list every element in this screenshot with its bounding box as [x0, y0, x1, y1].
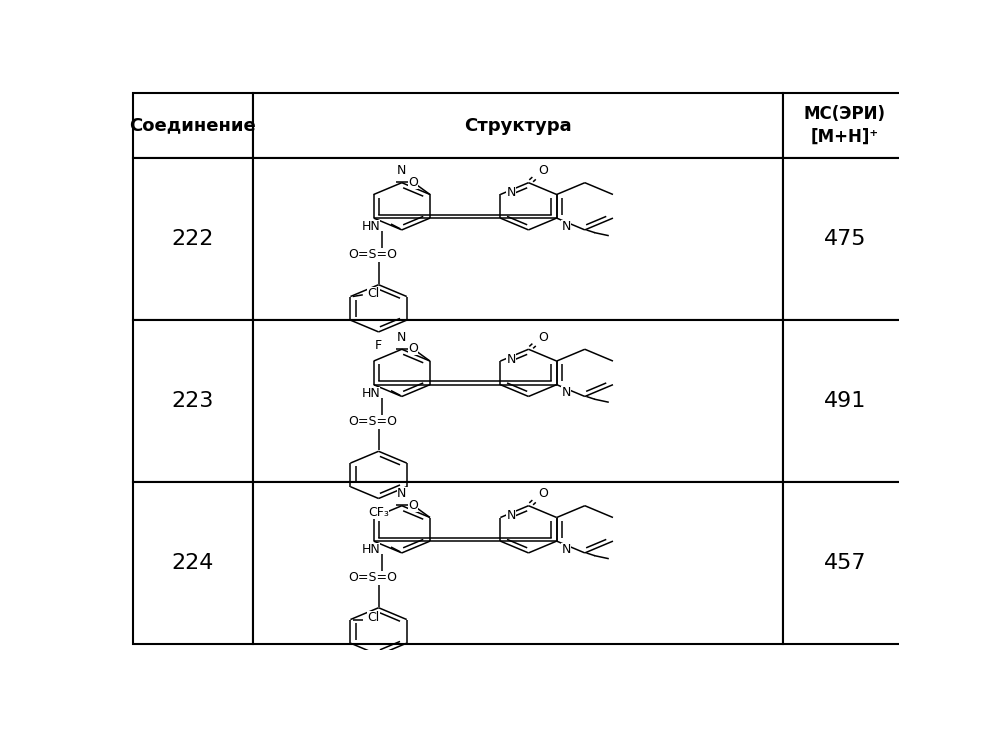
Text: 223: 223 [172, 391, 214, 411]
Bar [133, 320, 253, 482]
Text: O: O [408, 499, 418, 512]
Bar [783, 158, 907, 320]
Text: 491: 491 [824, 391, 866, 411]
Bar [133, 482, 253, 644]
Text: O: O [408, 176, 418, 188]
Text: HN: HN [362, 220, 381, 234]
Bar [253, 320, 783, 482]
Text: O=S=O: O=S=O [348, 572, 397, 585]
Text: N: N [561, 220, 570, 233]
Text: N: N [561, 386, 570, 399]
Text: O: O [538, 331, 548, 344]
Text: 222: 222 [172, 229, 214, 249]
Text: N: N [398, 331, 407, 344]
Bar [783, 320, 907, 482]
Bar [133, 158, 253, 320]
Text: МС(ЭРИ)
[M+H]⁺: МС(ЭРИ) [M+H]⁺ [804, 105, 886, 146]
Bar [783, 482, 907, 644]
Text: N: N [398, 487, 407, 500]
Text: O: O [538, 488, 548, 500]
Text: 457: 457 [823, 553, 866, 573]
Text: HN: HN [362, 543, 381, 556]
Bar [253, 158, 783, 320]
Text: Структура: Структура [464, 117, 571, 134]
Text: HN: HN [362, 387, 381, 400]
Text: O: O [538, 164, 548, 177]
Text: N: N [506, 353, 515, 366]
Text: F: F [375, 339, 383, 353]
Bar [253, 482, 783, 644]
Text: Соединение: Соединение [129, 117, 256, 134]
Bar [133, 93, 253, 158]
Text: 475: 475 [823, 229, 866, 249]
Text: O=S=O: O=S=O [348, 415, 397, 428]
Text: N: N [506, 186, 515, 199]
Text: O=S=O: O=S=O [348, 248, 397, 261]
Bar [783, 93, 907, 158]
Text: O: O [408, 342, 418, 356]
Text: N: N [398, 164, 407, 177]
Text: Cl: Cl [368, 611, 380, 624]
Text: Cl: Cl [368, 287, 380, 300]
Text: N: N [561, 543, 570, 556]
Text: N: N [506, 510, 515, 523]
Text: 224: 224 [172, 553, 214, 573]
Text: CF₃: CF₃ [369, 506, 389, 519]
Bar [253, 93, 783, 158]
